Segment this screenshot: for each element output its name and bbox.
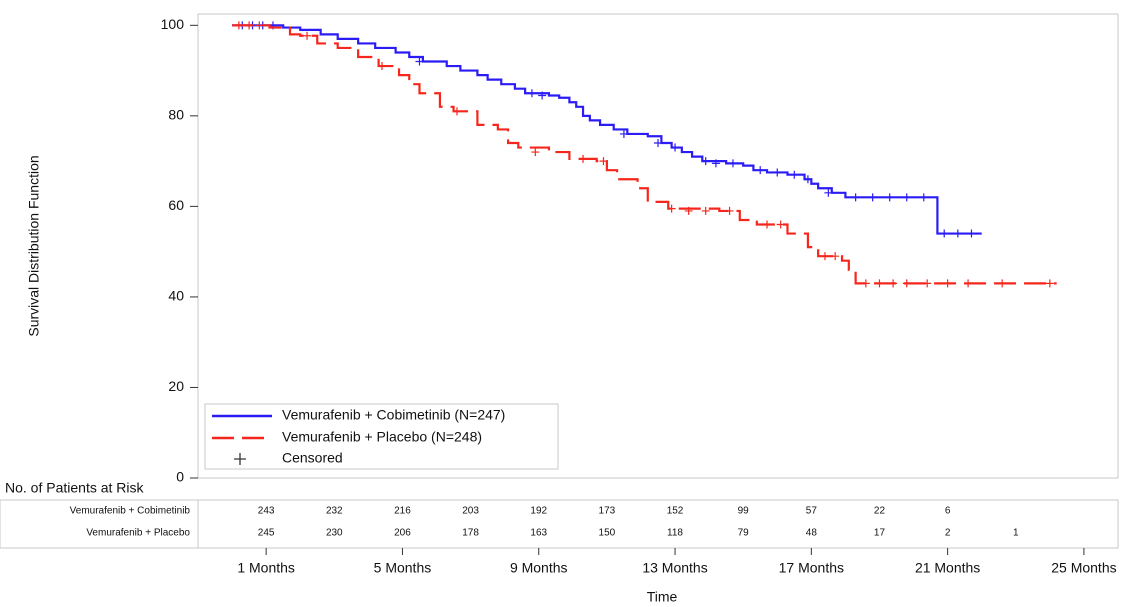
y-axis-label: Survival Distribution Function [26,155,42,336]
censor-mark [763,220,772,229]
censor-mark [245,21,254,30]
y-tick-label: 60 [168,197,184,213]
x-axis-label: Time [647,589,678,605]
censor-mark [378,62,386,71]
risk-count: 178 [462,528,479,539]
censor-mark [599,157,608,166]
risk-count: 203 [462,506,479,517]
x-tick-label: 13 Months [642,560,707,576]
censor-mark [303,31,312,40]
survival-curve [232,24,982,235]
risk-count: 22 [874,506,886,517]
censor-mark [728,159,737,168]
y-tick-label: 0 [176,469,184,485]
legend-censor-symbol [234,453,246,465]
y-tick-label: 20 [168,378,184,394]
censor-mark [234,21,243,30]
x-tick-label: 1 Months [237,560,295,576]
censor-mark [964,279,973,288]
risk-count: 245 [258,528,275,539]
x-tick-label: 17 Months [779,560,844,576]
y-tick-label: 80 [168,107,184,123]
censor-mark [868,193,877,202]
risk-count: 99 [738,506,750,517]
risk-row-label: Vemurafenib + Cobimetinib [70,506,191,517]
risk-count: 118 [667,528,683,539]
censor-mark [538,91,547,100]
censor-mark [885,193,894,202]
censor-mark [527,89,536,98]
censor-mark [967,229,976,238]
censor-mark [851,193,860,202]
censor-mark [803,175,812,184]
risk-row-label: Vemurafenib + Placebo [86,528,190,539]
x-tick-label: 21 Months [915,560,980,576]
y-tick-label: 100 [161,16,185,32]
censor-mark [902,193,911,202]
risk-count: 48 [806,528,818,539]
censor-mark [711,159,720,168]
risk-count: 150 [599,528,616,539]
censor-mark [923,279,932,288]
censor-mark [725,206,734,215]
censor-mark [889,279,898,288]
risk-table-frame [0,499,1119,549]
censor-mark [998,279,1007,288]
x-tick-label: 25 Months [1051,560,1116,576]
censor-mark [671,143,680,152]
censor-mark [943,279,952,288]
censor-mark [919,193,928,202]
censor-mark [824,188,833,197]
risk-count: 243 [258,506,275,517]
risk-count: 206 [394,528,411,539]
censor-mark [654,139,662,148]
plot-frame [197,13,1119,479]
y-tick-label: 40 [168,288,184,304]
x-tick-label: 5 Months [374,560,432,576]
risk-count: 230 [326,528,343,539]
censor-mark [953,229,962,238]
censor-mark [776,220,785,229]
censor-mark [684,206,693,215]
risk-count: 152 [667,506,684,517]
censor-mark [773,168,782,177]
censor-mark [875,279,884,288]
risk-count: 173 [599,506,616,517]
risk-count: 1 [1013,528,1019,539]
censor-mark [415,57,424,66]
legend-label: Vemurafenib + Cobimetinib (N=247) [282,407,505,423]
x-tick-label: 9 Months [510,560,568,576]
censor-mark [1045,279,1054,288]
censor-mark [701,206,710,215]
legend-label: Vemurafenib + Placebo (N=248) [282,429,482,445]
survival-curve [232,24,1057,285]
legend-label: Censored [282,450,343,466]
censor-mark [619,129,628,138]
risk-count: 57 [806,506,818,517]
censor-mark [701,157,710,166]
censor-mark [579,154,588,163]
risk-count: 192 [530,506,547,517]
censor-mark [452,107,461,116]
censor-mark [531,148,540,157]
censor-mark [756,166,765,175]
risk-count: 216 [394,506,411,517]
risk-count: 163 [530,528,547,539]
censor-mark [790,170,799,179]
censor-mark [831,252,840,261]
risk-count: 17 [874,528,886,539]
censor-mark [902,279,911,288]
censor-mark [255,21,264,30]
risk-count: 79 [738,528,750,539]
censor-mark [861,279,870,288]
censor-mark [820,252,829,261]
risk-count: 2 [945,528,951,539]
risk-count: 6 [945,506,951,517]
censor-mark [667,204,676,213]
risk-table-title: No. of Patients at Risk [5,480,145,496]
risk-count: 232 [326,506,343,517]
censor-mark [940,229,949,238]
